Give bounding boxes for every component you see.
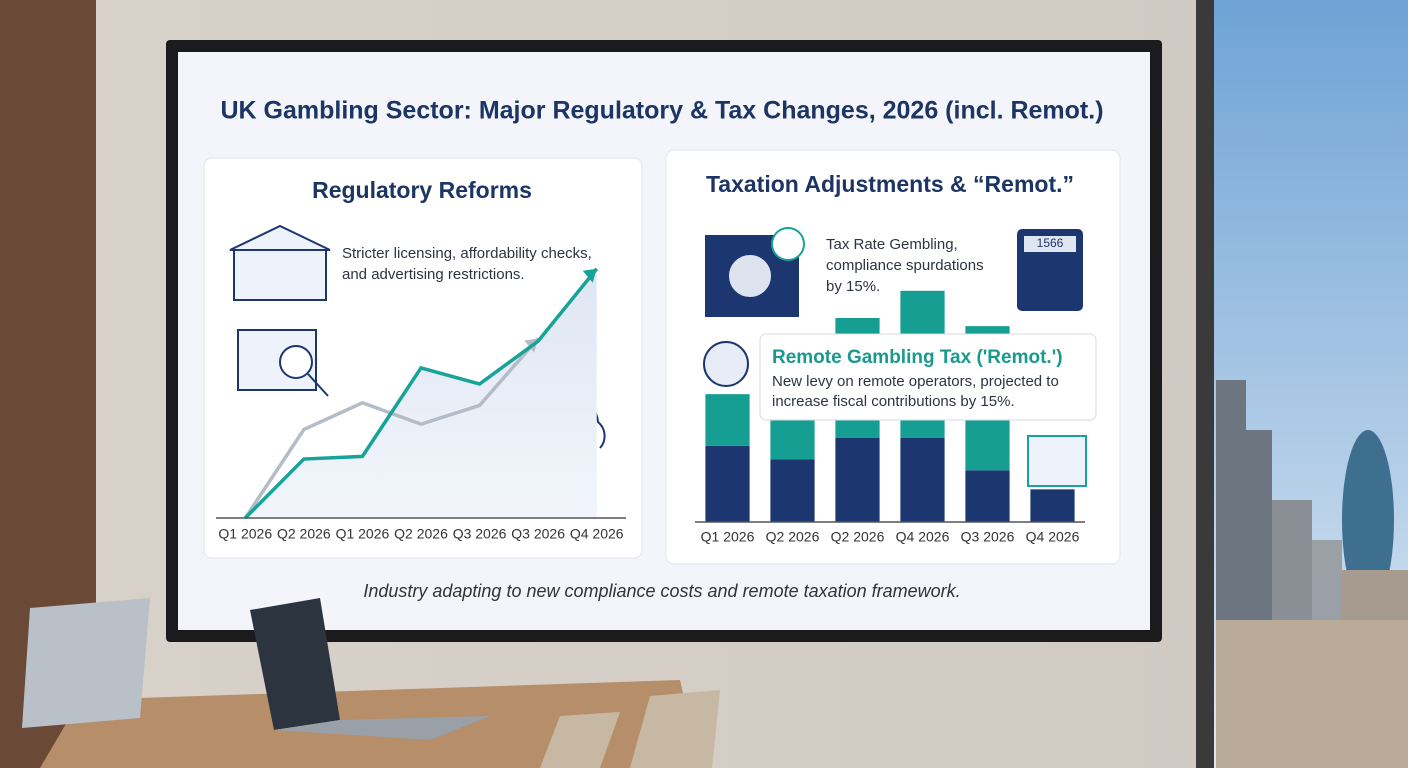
taxation-text: Tax Rate Gembling, [826, 236, 958, 253]
x-tick-label: Q2 2026 [394, 526, 448, 542]
skyline [1216, 380, 1408, 768]
callout-text: New levy on remote operators, projected … [772, 373, 1059, 390]
regulatory-heading: Regulatory Reforms [312, 177, 532, 203]
regulatory-text: Stricter licensing, affordability checks… [342, 245, 592, 262]
taxation-text: compliance spurdations [826, 257, 984, 274]
bar-segment [1030, 489, 1075, 522]
bar-segment [770, 459, 815, 522]
callout-box [759, 333, 1097, 421]
bar-segment [965, 470, 1010, 522]
line [244, 267, 599, 520]
callout: Remote Gambling Tax ('Remot.') New levy … [759, 333, 1097, 421]
calculator-display: 1566 [1037, 236, 1064, 250]
x-tick-label: Q2 2026 [766, 529, 820, 545]
x-tick-label: Q2 2026 [277, 526, 331, 542]
x-tick-label: Q4 2026 [1026, 529, 1080, 545]
bar-segment [770, 418, 815, 460]
taxation-text: by 15%. [826, 278, 880, 295]
bar-segment [900, 437, 945, 522]
x-tick-label: Q2 2026 [831, 529, 885, 545]
bar-segment [705, 394, 750, 446]
x-tick-label: Q4 2026 [570, 526, 624, 542]
bar-segment [835, 437, 880, 522]
bar-segment [705, 445, 750, 522]
room-furniture [22, 598, 720, 768]
footer: Industry adapting to new compliance cost… [363, 581, 960, 601]
x-tick-label: Q3 2026 [453, 526, 507, 542]
plots: Q1 2026 Q2 2026 Q1 2026 Q2 2026 Q3 2026 Q3 20… [216, 267, 1085, 545]
window-frame [1196, 0, 1214, 768]
x-tick-label: Q1 2026 [701, 529, 755, 545]
x-tick-label: Q3 2026 [961, 529, 1015, 545]
callout-title: Remote Gambling Tax ('Remot.') [772, 347, 1063, 368]
icons [229, 224, 1087, 491]
x-tick-label: Q3 2026 [511, 526, 565, 542]
x-tick-label: Q1 2026 [218, 526, 272, 542]
taxation-heading: Taxation Adjustments & “Remot.” [706, 171, 1074, 197]
x-tick-label: Q4 2026 [896, 529, 950, 545]
regulatory-text: and advertising restrictions. [342, 266, 525, 283]
x-tick-label: Q1 2026 [336, 526, 390, 542]
slide-title: UK Gambling Sector: Major Regulatory & T… [220, 97, 1103, 125]
callout-text: increase fiscal contributions by 15%. [772, 393, 1015, 410]
area [245, 268, 597, 518]
arrowhead [582, 268, 597, 283]
